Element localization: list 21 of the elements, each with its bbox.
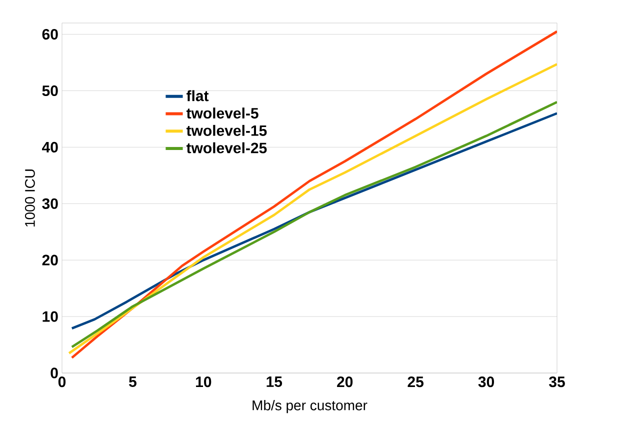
y-tick-label: 0: [50, 368, 58, 378]
legend-label: twolevel-25: [186, 142, 267, 154]
x-tick-label: 15: [266, 376, 282, 387]
legend-label: twolevel-5: [186, 108, 258, 119]
y-tick-label: 40: [42, 142, 58, 152]
y-tick-label: 60: [42, 28, 58, 40]
x-tick-label: 30: [478, 376, 494, 388]
x-tick-label: 25: [408, 376, 424, 388]
legend-label: flat: [186, 90, 209, 102]
y-tick-label: 50: [42, 85, 58, 96]
y-tick-label: 20: [42, 254, 58, 266]
y-tick-label: 30: [42, 198, 58, 209]
x-tick-label: 35: [549, 376, 565, 388]
y-tick-label: 10: [42, 311, 58, 322]
x-tick-label: 0: [58, 376, 66, 388]
x-tick-label: 5: [129, 376, 136, 387]
x-tick-label: 10: [196, 376, 212, 388]
y-axis-title: 1000 ICU: [24, 170, 35, 227]
x-axis-title: Mb/s per customer: [252, 400, 368, 414]
legend-label: twolevel-15: [186, 124, 267, 136]
x-tick-label: 20: [337, 376, 353, 388]
